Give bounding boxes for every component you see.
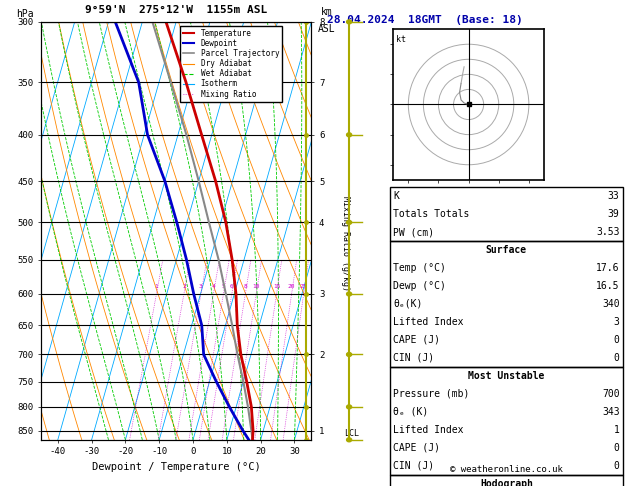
Text: 0: 0: [614, 353, 620, 363]
Text: Dewp (°C): Dewp (°C): [393, 281, 446, 291]
X-axis label: Dewpoint / Temperature (°C): Dewpoint / Temperature (°C): [92, 462, 260, 472]
Text: 0: 0: [614, 461, 620, 471]
Text: K: K: [393, 191, 399, 201]
Text: kt: kt: [396, 35, 406, 44]
Text: 2: 2: [182, 284, 186, 289]
Text: 1: 1: [614, 425, 620, 435]
Text: PW (cm): PW (cm): [393, 227, 434, 237]
Text: 9°59'N  275°12'W  1155m ASL: 9°59'N 275°12'W 1155m ASL: [85, 4, 267, 15]
Text: Totals Totals: Totals Totals: [393, 209, 469, 219]
Text: 16.5: 16.5: [596, 281, 620, 291]
Text: km: km: [321, 7, 333, 17]
Text: CAPE (J): CAPE (J): [393, 443, 440, 453]
Text: 15: 15: [273, 284, 281, 289]
Text: Pressure (mb): Pressure (mb): [393, 389, 469, 399]
Text: 28.04.2024  18GMT  (Base: 18): 28.04.2024 18GMT (Base: 18): [327, 15, 523, 25]
Text: 6: 6: [230, 284, 233, 289]
Text: 20: 20: [288, 284, 296, 289]
Text: 10: 10: [252, 284, 260, 289]
Text: Hodograph: Hodograph: [480, 479, 533, 486]
Text: 39: 39: [608, 209, 620, 219]
Text: hPa: hPa: [16, 9, 33, 19]
Text: 0: 0: [614, 335, 620, 345]
Text: 33: 33: [608, 191, 620, 201]
Text: 5: 5: [221, 284, 225, 289]
Text: θₑ(K): θₑ(K): [393, 299, 423, 309]
Text: Lifted Index: Lifted Index: [393, 317, 464, 327]
Text: LCL: LCL: [344, 429, 359, 437]
Legend: Temperature, Dewpoint, Parcel Trajectory, Dry Adiabat, Wet Adiabat, Isotherm, Mi: Temperature, Dewpoint, Parcel Trajectory…: [180, 26, 282, 102]
Text: CIN (J): CIN (J): [393, 461, 434, 471]
Text: 3: 3: [614, 317, 620, 327]
Text: 340: 340: [602, 299, 620, 309]
Text: © weatheronline.co.uk: © weatheronline.co.uk: [450, 465, 563, 474]
Text: 343: 343: [602, 407, 620, 417]
Text: 17.6: 17.6: [596, 263, 620, 273]
Text: 25: 25: [300, 284, 308, 289]
Text: 700: 700: [602, 389, 620, 399]
Text: 3.53: 3.53: [596, 227, 620, 237]
Text: Surface: Surface: [486, 245, 527, 255]
Text: Lifted Index: Lifted Index: [393, 425, 464, 435]
Text: Mixing Ratio (g/kg): Mixing Ratio (g/kg): [342, 195, 350, 291]
Text: CIN (J): CIN (J): [393, 353, 434, 363]
Text: CAPE (J): CAPE (J): [393, 335, 440, 345]
Text: Temp (°C): Temp (°C): [393, 263, 446, 273]
Text: Most Unstable: Most Unstable: [468, 371, 545, 381]
Text: 3: 3: [199, 284, 203, 289]
Text: 8: 8: [243, 284, 247, 289]
Text: 1: 1: [155, 284, 159, 289]
Text: 0: 0: [614, 443, 620, 453]
Text: θₑ (K): θₑ (K): [393, 407, 428, 417]
Text: 4: 4: [211, 284, 215, 289]
Text: ASL: ASL: [318, 24, 336, 35]
